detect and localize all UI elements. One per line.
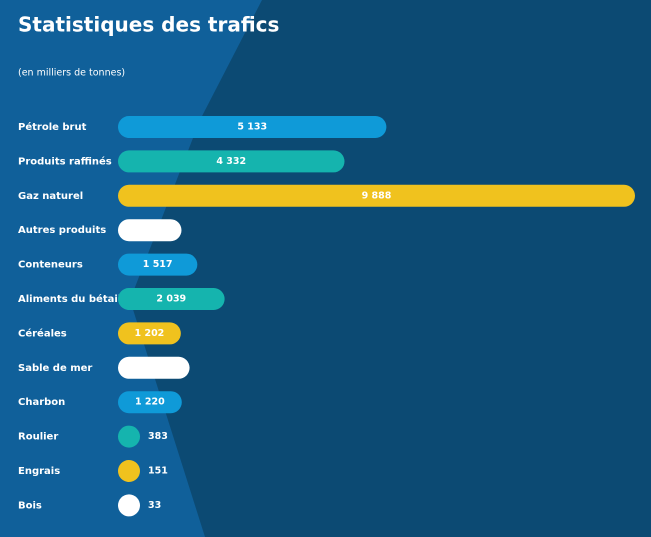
value-label: 1 369 [139,362,169,373]
bar [118,356,190,379]
chart-title: Statistiques des trafics [18,13,279,37]
value-label: 5 133 [237,122,267,133]
bar [118,219,182,242]
value-label: 33 [148,500,161,511]
value-label: 1 220 [135,397,165,408]
category-label: Produits raffinés [18,155,112,167]
bar [118,494,140,517]
value-label: 1 214 [135,225,165,236]
category-label: Sable de mer [18,363,92,374]
value-label: 151 [148,466,168,477]
category-label: Céréales [18,327,67,339]
category-label: Gaz naturel [18,191,83,202]
value-label: 2 039 [156,294,186,305]
bar [118,288,225,310]
chart-subtitle: (en milliers de tonnes) [18,68,125,79]
category-label: Aliments du bétail [18,293,121,305]
bar [118,150,345,173]
category-label: Engrais [18,466,60,477]
category-label: Roulier [18,432,58,443]
category-label: Autres produits [18,225,106,236]
value-label: 1 202 [135,328,165,339]
bar [118,322,181,345]
category-label: Bois [18,500,42,511]
category-label: Conteneurs [18,260,83,271]
category-label: Charbon [18,397,65,408]
bar [118,253,198,276]
bar [118,460,140,482]
bar [118,391,182,414]
bar [118,184,635,207]
value-label: 9 888 [362,190,392,201]
value-label: 4 332 [216,156,246,167]
value-label: 383 [148,431,168,442]
bar [118,425,140,448]
value-label: 1 517 [143,259,173,270]
category-label: Pétrole brut [18,121,87,133]
bar [118,116,387,138]
